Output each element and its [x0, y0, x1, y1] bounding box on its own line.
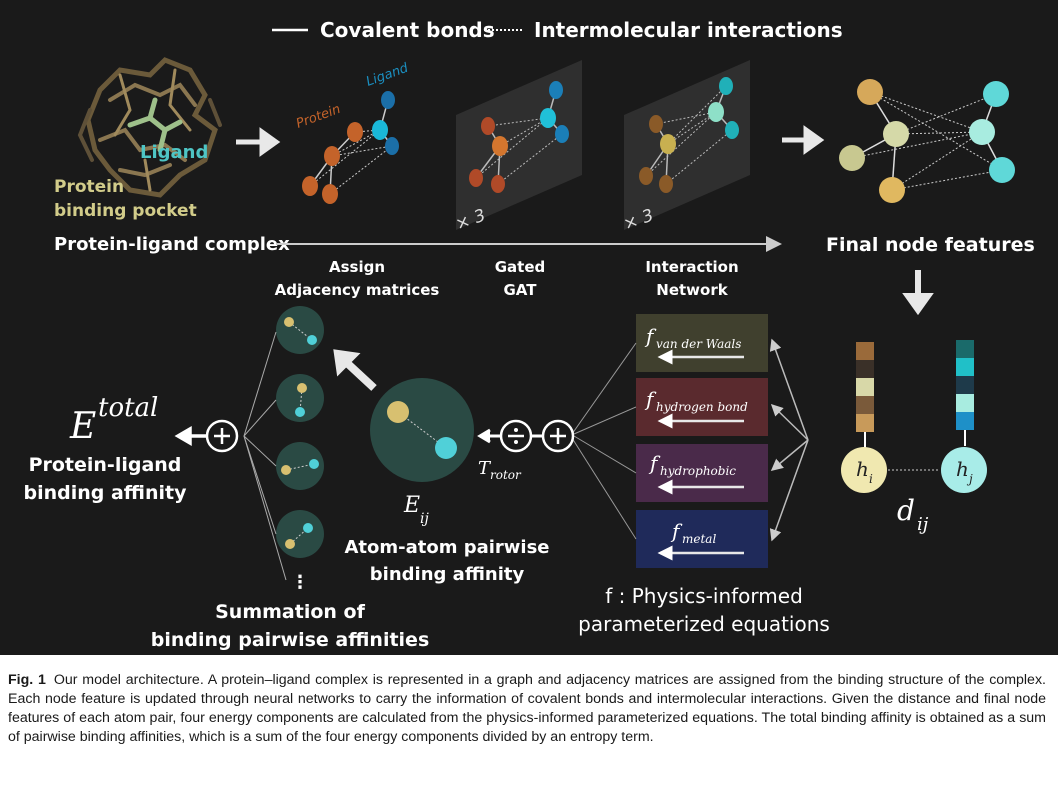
- rotor-base: T: [478, 458, 492, 479]
- total-line2: binding affinity: [23, 482, 187, 504]
- graph-ligand-label: Ligand: [364, 61, 411, 90]
- pairwise-line2: binding affinity: [370, 564, 525, 585]
- stage-assign-line1: Assign: [329, 258, 385, 276]
- arrow-to-total: [174, 425, 206, 447]
- legend-dotted-label: Intermolecular interactions: [534, 18, 843, 42]
- summation-line1: Summation of: [215, 601, 365, 623]
- panels-to-sum-lines: [571, 342, 637, 540]
- total-sup: total: [98, 393, 158, 423]
- arrow-complex-to-graph: [236, 127, 281, 157]
- architecture-diagram: Covalent bonds Intermolecular interactio…: [23, 18, 1035, 651]
- summation-fan-lines: [243, 331, 287, 581]
- distance-sub: ij: [917, 514, 929, 535]
- stage-gat-line2: GAT: [504, 281, 538, 299]
- energy-panels: [636, 314, 768, 568]
- legend-solid-label: Covalent bonds: [320, 18, 495, 42]
- metal-sub: metal: [682, 532, 716, 546]
- graph-protein-label: Protein: [294, 102, 342, 132]
- complex-pocket-label-2: binding pocket: [54, 201, 197, 221]
- stage-interaction-line2: Network: [656, 281, 728, 299]
- arrow-down-to-features: [902, 270, 934, 316]
- vdw-sub: van der Waals: [656, 337, 741, 351]
- total-line1: Protein-ligand: [29, 454, 182, 476]
- diagram-canvas: Covalent bonds Intermolecular interactio…: [23, 18, 1035, 651]
- node-hj-base: h: [956, 457, 969, 481]
- sum-total-icon: [205, 419, 239, 453]
- panel-interaction-network: × 3: [621, 60, 750, 235]
- total-base: E: [69, 406, 96, 447]
- physics-line1: f : Physics-informed: [605, 584, 803, 608]
- pairwise-line1: Atom-atom pairwise: [344, 537, 549, 558]
- node-hj-sub: j: [966, 472, 973, 486]
- arrow-to-summation: [333, 349, 377, 391]
- hbond-sub: hydrogen bond: [656, 400, 748, 414]
- node-hi-sub: i: [869, 472, 873, 486]
- panel-gated-gat: × 3: [453, 60, 582, 235]
- distance-base: d: [897, 494, 915, 527]
- feature-vector-i: [856, 342, 874, 448]
- summation-dots: ⋮: [291, 572, 309, 593]
- complex-ligand-label: Ligand: [140, 142, 208, 163]
- rotor-sub: rotor: [490, 468, 522, 482]
- pairwise-sub: ij: [420, 511, 429, 527]
- node-hj: [941, 447, 987, 493]
- feature-vector-j: [956, 340, 974, 446]
- distance-to-panels-arrows: [769, 338, 809, 542]
- final-graph: [839, 79, 1015, 203]
- complex-pocket-label-1: Protein: [54, 177, 124, 197]
- summation-circles: [276, 306, 324, 558]
- summation-line2: binding pairwise affinities: [151, 629, 430, 651]
- hydrophobic-sub: hydrophobic: [660, 464, 736, 478]
- final-node-features-label: Final node features: [826, 234, 1035, 256]
- complex-structure-image: [77, 57, 222, 198]
- complex-title: Protein-ligand complex: [54, 234, 290, 255]
- stage-interaction-line1: Interaction: [645, 258, 738, 276]
- physics-line2: parameterized equations: [578, 612, 830, 636]
- pairwise-base: E: [403, 493, 420, 518]
- legend: Covalent bonds Intermolecular interactio…: [272, 18, 843, 42]
- arrow-to-final-graph: [782, 125, 825, 155]
- stage-assign-line2: Adjacency matrices: [275, 281, 440, 299]
- caption-text: Our model architecture. A protein–ligand…: [8, 672, 1046, 745]
- arrow-to-pairwise: [477, 428, 500, 444]
- graph-assign: Protein Ligand: [294, 61, 411, 204]
- figure-caption: Fig. 1 Our model architecture. A protein–…: [0, 655, 1058, 787]
- node-hi-base: h: [856, 457, 869, 481]
- node-hi: [841, 447, 887, 493]
- divide-icon: [499, 419, 533, 453]
- caption-figure-number: Fig. 1: [8, 672, 46, 688]
- stage-gat-line1: Gated: [495, 258, 546, 276]
